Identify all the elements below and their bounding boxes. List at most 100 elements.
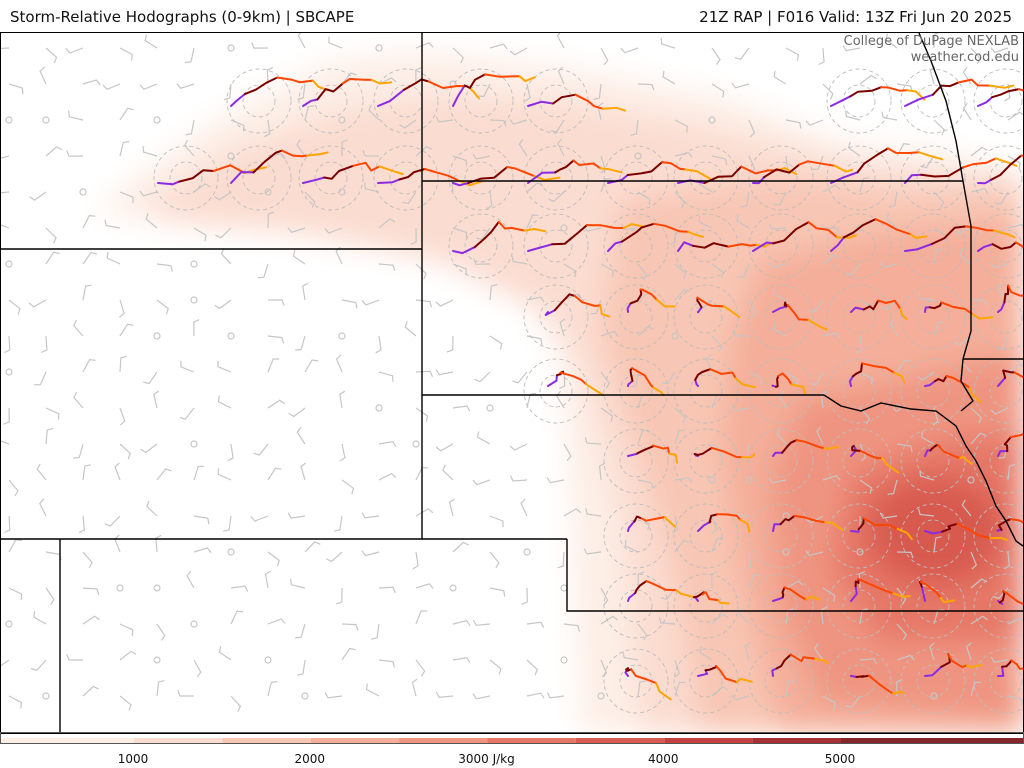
wind-barb <box>889 318 898 337</box>
wind-barb <box>896 623 907 641</box>
hodograph-trace <box>1009 433 1023 438</box>
wind-barb <box>362 149 380 157</box>
hodograph-trace <box>708 513 719 524</box>
wind-barb <box>82 615 100 625</box>
wind-barb <box>296 427 306 445</box>
wind-barb <box>304 105 315 121</box>
hodograph-ring <box>619 300 653 334</box>
hodograph-trace <box>497 220 526 232</box>
wind-barb <box>217 360 232 373</box>
hodograph-trace <box>306 151 329 157</box>
wind-barb <box>267 551 280 567</box>
wind-barb <box>36 463 47 481</box>
map-frame[interactable]: College of DuPage NEXLAB weather.cod.edu <box>0 32 1024 734</box>
hodograph-ring <box>603 428 669 494</box>
hodograph-trace <box>996 529 1003 532</box>
wind-barb <box>361 550 380 557</box>
wind-barb <box>1 440 10 445</box>
wind-barb <box>526 621 545 628</box>
wind-barb <box>267 618 286 625</box>
wind-barb <box>600 371 611 389</box>
wind-barb <box>180 360 195 373</box>
wind-barb <box>119 407 126 426</box>
hodograph-trace <box>856 147 889 174</box>
wind-barb <box>812 155 824 170</box>
wind-barb <box>268 299 285 306</box>
wind-barb <box>193 465 205 481</box>
hodograph-trace <box>966 664 983 669</box>
wind-barb <box>629 371 639 388</box>
wind-barb <box>489 551 500 569</box>
wind-barb <box>267 681 278 697</box>
border-missouri-river <box>823 394 1023 547</box>
hodograph-trace <box>252 149 283 174</box>
hodograph-trace <box>281 149 309 158</box>
wind-barb <box>695 299 713 311</box>
wind-barb <box>526 335 543 345</box>
wind-barb <box>556 390 565 409</box>
hodograph-ring <box>689 300 723 334</box>
wind-barb <box>146 500 158 517</box>
wind-barb <box>297 33 306 49</box>
wind-barb <box>932 407 939 426</box>
hodograph-trace <box>703 165 743 184</box>
wind-barb <box>324 227 343 234</box>
wind-barb <box>119 141 130 157</box>
hodograph-trace <box>544 309 556 316</box>
wind-barb <box>674 681 686 697</box>
wind-barb <box>600 659 608 678</box>
hodograph-trace <box>843 218 877 239</box>
wind-barb <box>563 623 580 632</box>
wind-barb <box>230 610 244 625</box>
wind-barb <box>970 299 988 307</box>
wind-barb <box>740 191 750 208</box>
wind-barb <box>415 508 434 517</box>
wind-barb <box>119 47 133 61</box>
hodograph-trace <box>790 383 807 396</box>
wind-barb <box>637 680 646 697</box>
wind-barb <box>520 498 528 517</box>
wind-barb <box>748 119 756 138</box>
wind-barb <box>472 479 491 486</box>
hodograph-trace <box>1010 659 1023 670</box>
wind-barb <box>489 119 507 127</box>
wind-barb <box>156 468 172 481</box>
calm-wind-circle <box>930 692 938 700</box>
wind-barb <box>28 299 47 308</box>
wind-barb <box>452 541 469 553</box>
wind-barb <box>660 37 676 49</box>
calm-wind-circle <box>227 152 235 160</box>
wind-barb <box>435 116 454 123</box>
credit-line-2[interactable]: weather.cod.edu <box>910 50 1019 65</box>
wind-barb <box>847 141 861 157</box>
hodograph-trace <box>727 243 758 248</box>
wind-barb <box>378 659 395 668</box>
hodograph-ring <box>226 145 292 211</box>
wind-barb <box>179 407 195 420</box>
hodograph-trace <box>857 578 895 595</box>
calm-wind-circle <box>745 476 753 484</box>
wind-barb <box>267 399 285 409</box>
wind-barb <box>153 390 160 409</box>
map-canvas[interactable] <box>1 33 1023 733</box>
hodograph-ring <box>298 145 364 211</box>
hodograph-trace <box>697 306 703 314</box>
hodograph-trace <box>652 386 665 397</box>
hodograph-ring <box>764 589 798 623</box>
hodograph-trace <box>775 375 780 388</box>
hodograph-trace <box>824 521 844 532</box>
wind-barb <box>620 47 639 54</box>
hodograph-ring <box>673 358 739 424</box>
wind-barb <box>744 642 751 661</box>
wind-barb <box>8 83 24 95</box>
wind-barb <box>736 214 750 229</box>
hodograph-ring <box>153 145 219 211</box>
wind-barb <box>822 587 836 602</box>
calm-wind-circle <box>338 116 346 124</box>
wind-barb <box>674 119 689 133</box>
hodograph-ring <box>826 145 892 211</box>
wind-barb <box>674 477 693 484</box>
wind-barb <box>661 371 676 385</box>
wind-barb <box>78 515 86 534</box>
wind-barb <box>933 321 945 337</box>
